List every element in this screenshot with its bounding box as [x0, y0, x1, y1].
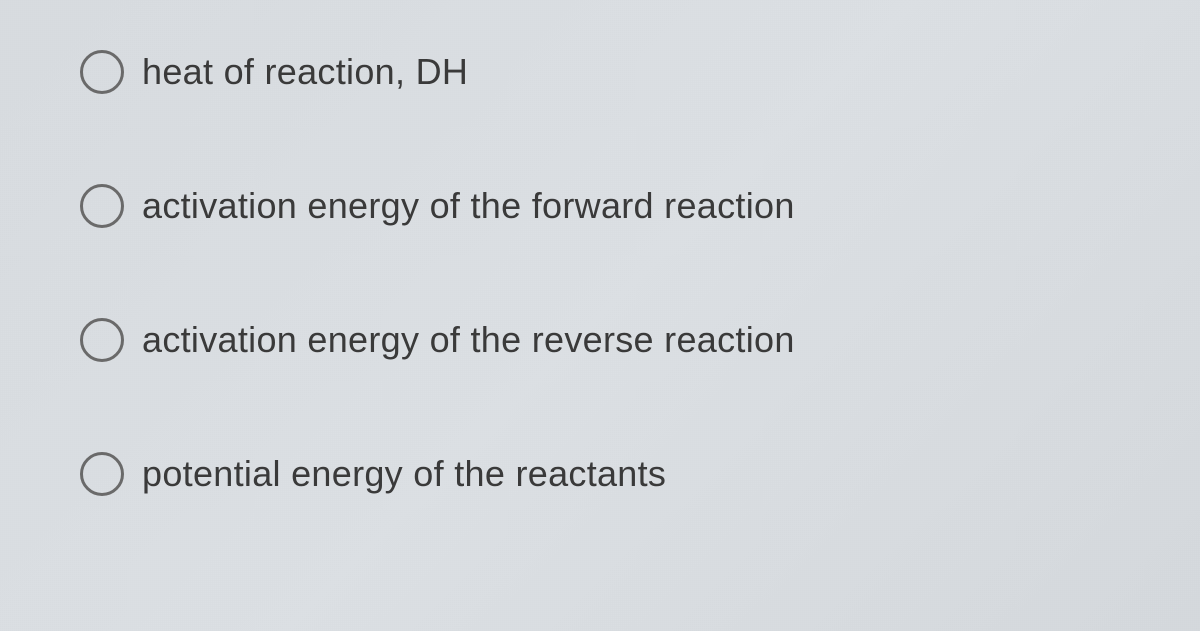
radio-options-list: heat of reaction, DH activation energy o…	[80, 30, 1120, 496]
option-row-activation-reverse[interactable]: activation energy of the reverse reactio…	[80, 318, 1120, 362]
option-label: activation energy of the forward reactio…	[142, 185, 795, 227]
radio-button[interactable]	[80, 452, 124, 496]
option-label: potential energy of the reactants	[142, 453, 666, 495]
option-row-activation-forward[interactable]: activation energy of the forward reactio…	[80, 184, 1120, 228]
radio-button[interactable]	[80, 50, 124, 94]
radio-button[interactable]	[80, 318, 124, 362]
option-row-potential-energy[interactable]: potential energy of the reactants	[80, 452, 1120, 496]
option-row-heat-of-reaction[interactable]: heat of reaction, DH	[80, 50, 1120, 94]
radio-button[interactable]	[80, 184, 124, 228]
option-label: activation energy of the reverse reactio…	[142, 319, 795, 361]
option-label: heat of reaction, DH	[142, 51, 468, 93]
